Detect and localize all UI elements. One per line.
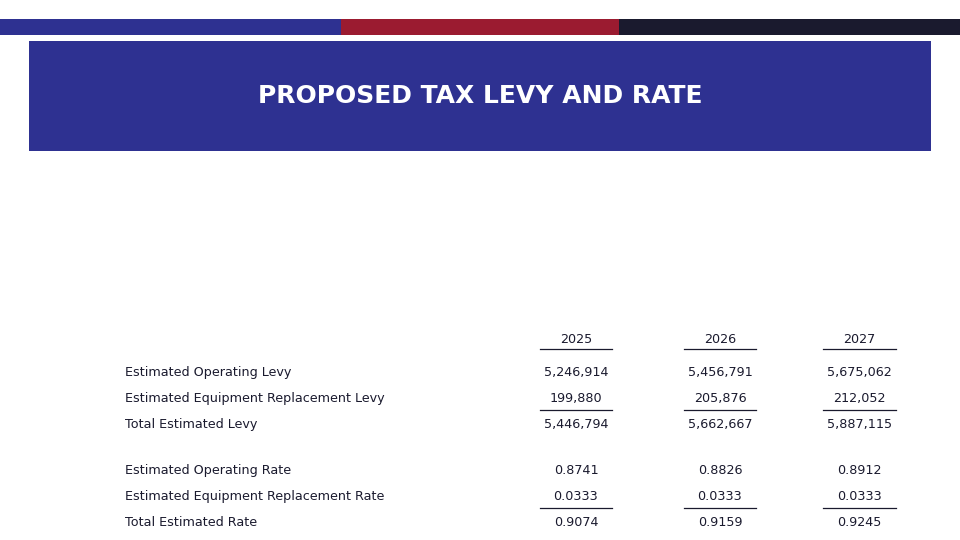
- Text: 2026: 2026: [704, 333, 736, 346]
- Text: 0.9245: 0.9245: [837, 516, 881, 529]
- Text: 2025: 2025: [560, 333, 592, 346]
- Text: 5,246,914: 5,246,914: [543, 366, 609, 379]
- Text: 0.0333: 0.0333: [554, 490, 598, 503]
- Text: 205,876: 205,876: [694, 392, 746, 405]
- Text: 0.0333: 0.0333: [837, 490, 881, 503]
- Text: 5,456,791: 5,456,791: [687, 366, 753, 379]
- Text: 0.9074: 0.9074: [554, 516, 598, 529]
- Text: 0.9159: 0.9159: [698, 516, 742, 529]
- Text: 199,880: 199,880: [550, 392, 602, 405]
- Text: Estimated Operating Rate: Estimated Operating Rate: [125, 464, 291, 477]
- Text: Total Estimated Levy: Total Estimated Levy: [125, 418, 257, 431]
- Text: PROPOSED TAX LEVY AND RATE: PROPOSED TAX LEVY AND RATE: [257, 84, 703, 108]
- Text: 212,052: 212,052: [833, 392, 885, 405]
- Text: Estimated Equipment Replacement Levy: Estimated Equipment Replacement Levy: [125, 392, 384, 405]
- Text: Estimated Equipment Replacement Rate: Estimated Equipment Replacement Rate: [125, 490, 384, 503]
- Text: 0.0333: 0.0333: [698, 490, 742, 503]
- Text: Estimated Operating Levy: Estimated Operating Levy: [125, 366, 291, 379]
- Text: Total Estimated Rate: Total Estimated Rate: [125, 516, 257, 529]
- Text: 0.8826: 0.8826: [698, 464, 742, 477]
- Text: 5,662,667: 5,662,667: [687, 418, 753, 431]
- Text: 0.8912: 0.8912: [837, 464, 881, 477]
- Text: 0.8741: 0.8741: [554, 464, 598, 477]
- Text: 2027: 2027: [843, 333, 876, 346]
- Text: 5,675,062: 5,675,062: [827, 366, 892, 379]
- Text: 5,446,794: 5,446,794: [543, 418, 609, 431]
- Text: 5,887,115: 5,887,115: [827, 418, 892, 431]
